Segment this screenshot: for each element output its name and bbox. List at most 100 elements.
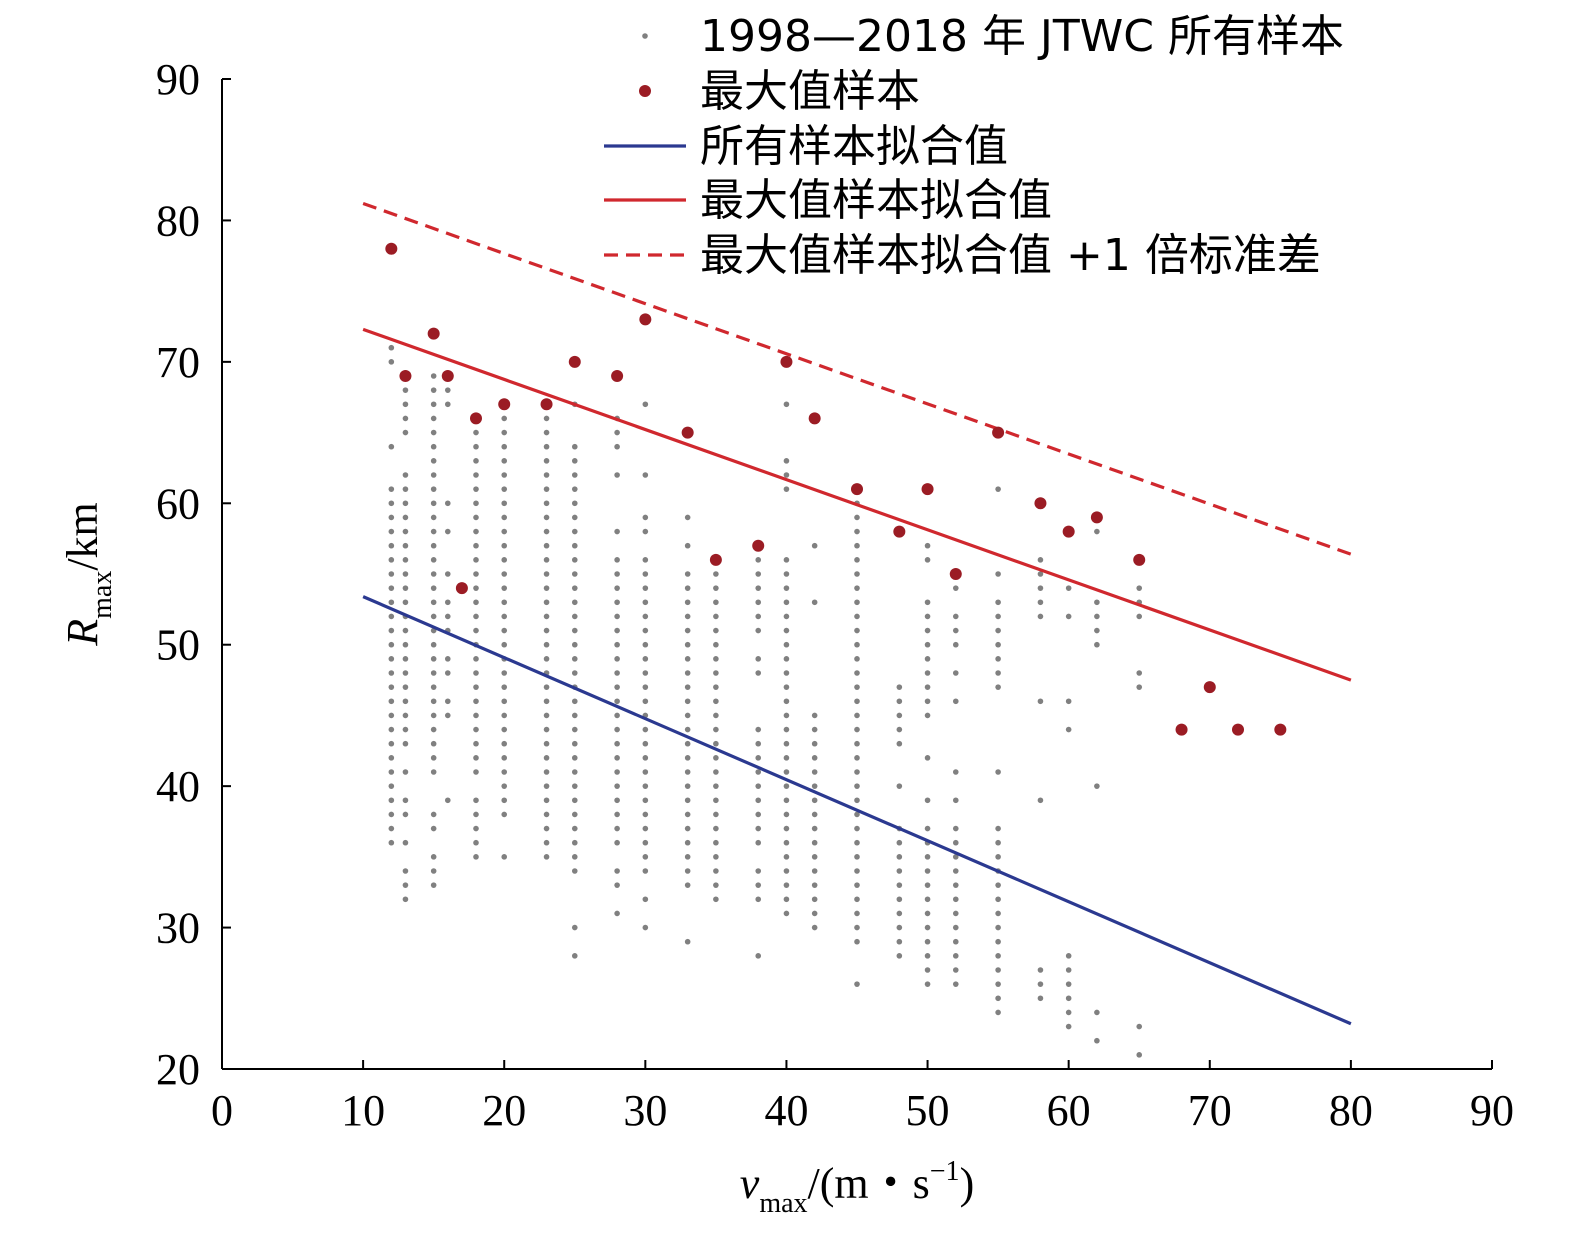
- all-sample-point: [755, 953, 762, 959]
- all-sample-point: [501, 528, 508, 535]
- all-sample-point: [388, 740, 395, 747]
- all-sample-point: [473, 854, 479, 860]
- all-sample-point: [755, 670, 762, 676]
- all-sample-point: [402, 797, 409, 804]
- all-sample-point: [473, 472, 479, 478]
- all-sample-point: [1136, 585, 1143, 591]
- all-sample-point: [614, 443, 620, 450]
- fit-lines: [362, 201, 1352, 1026]
- all-sample-point: [430, 613, 437, 620]
- all-sample-point: [571, 868, 578, 874]
- all-sample-point: [473, 613, 479, 620]
- all-sample-point: [995, 486, 1001, 492]
- all-sample-point: [896, 698, 903, 705]
- y-tick-label: 40: [156, 762, 200, 811]
- all-sample-point: [995, 924, 1001, 931]
- all-sample-point: [783, 599, 790, 606]
- legend-label: 1998—2018 年 JTWC 所有样本: [700, 11, 1344, 62]
- all-sample-point: [783, 627, 790, 634]
- all-sample-point: [684, 571, 691, 577]
- all-sample-point: [614, 557, 620, 563]
- all-sample-point: [713, 797, 719, 804]
- all-sample-point: [642, 557, 649, 563]
- all-sample-point: [473, 740, 479, 747]
- all-sample-point: [402, 599, 409, 606]
- all-sample-point: [1065, 613, 1072, 620]
- x-tick-label: 60: [1047, 1086, 1091, 1135]
- all-sample-point: [896, 938, 903, 945]
- all-sample-point: [854, 514, 860, 521]
- all-sample-point: [713, 740, 719, 747]
- all-sample-point: [388, 344, 395, 351]
- all-sample-point: [642, 854, 649, 860]
- all-sample-point: [473, 670, 479, 676]
- fit-all-line: [362, 595, 1352, 1026]
- all-sample-point: [924, 656, 931, 662]
- all-sample-point: [854, 924, 860, 931]
- y-tick-label: 60: [156, 479, 200, 528]
- max-sample-point: [1203, 681, 1216, 694]
- all-sample-point: [684, 755, 691, 761]
- all-sample-point: [642, 514, 649, 521]
- all-sample-point: [388, 514, 395, 521]
- all-sample-point: [430, 429, 437, 436]
- all-sample-point: [854, 698, 860, 705]
- all-sample-point: [571, 811, 578, 818]
- all-sample-point: [614, 698, 620, 705]
- legend-item-fit_max: 最大值样本拟合值: [604, 175, 1052, 226]
- all-sample-point: [896, 953, 903, 959]
- x-axis-title-sup: −1: [930, 1156, 960, 1187]
- all-sample-point: [1136, 684, 1143, 690]
- y-axis-title-rest: /km: [58, 502, 107, 570]
- all-sample-point: [571, 656, 578, 662]
- all-sample-point: [783, 755, 790, 761]
- max-sample-point: [611, 370, 624, 382]
- all-sample-point: [430, 769, 437, 775]
- all-sample-point: [995, 981, 1001, 987]
- all-sample-point: [1094, 627, 1100, 634]
- all-sample-point: [543, 726, 550, 733]
- all-sample-point: [388, 641, 395, 648]
- all-sample-point: [854, 599, 860, 606]
- all-sample-point: [501, 599, 508, 606]
- all-sample-point: [713, 627, 719, 634]
- all-sample-point: [543, 528, 550, 535]
- all-sample-point: [995, 910, 1001, 917]
- all-sample-point: [755, 740, 762, 747]
- all-sample-point: [444, 698, 451, 705]
- all-sample-point: [571, 528, 578, 535]
- all-sample-point: [924, 599, 931, 606]
- all-sample-point: [952, 854, 959, 860]
- all-sample-point: [995, 967, 1001, 973]
- all-sample-point: [811, 910, 818, 917]
- all-sample-point: [783, 769, 790, 775]
- x-tick-label: 90: [1470, 1086, 1514, 1135]
- all-sample-point: [755, 811, 762, 818]
- all-sample-point: [854, 740, 860, 747]
- all-sample-point: [1065, 995, 1072, 1002]
- all-sample-point: [571, 486, 578, 492]
- all-sample-point: [642, 797, 649, 804]
- y-tick-label: 70: [156, 338, 200, 387]
- all-sample-point: [501, 797, 508, 804]
- all-sample-point: [995, 854, 1001, 860]
- all-sample-point: [388, 839, 395, 846]
- all-sample-point: [755, 868, 762, 874]
- all-sample-point: [854, 684, 860, 690]
- all-sample-point: [755, 755, 762, 761]
- max-sample-point: [385, 242, 398, 255]
- all-sample-point: [952, 839, 959, 846]
- all-sample-point: [783, 670, 790, 676]
- all-sample-point: [642, 656, 649, 662]
- all-sample-point: [543, 486, 550, 492]
- all-sample-point: [1065, 967, 1072, 973]
- y-axis-title-sub: max: [87, 571, 118, 619]
- all-sample-point: [811, 726, 818, 733]
- all-sample-point: [783, 585, 790, 591]
- all-sample-point: [811, 868, 818, 874]
- all-sample-point: [388, 443, 395, 450]
- all-sample-point: [430, 542, 437, 549]
- x-axis-title: vmax/(m・s−1): [740, 1156, 974, 1219]
- all-sample-point: [430, 656, 437, 662]
- all-sample-point: [1037, 797, 1044, 804]
